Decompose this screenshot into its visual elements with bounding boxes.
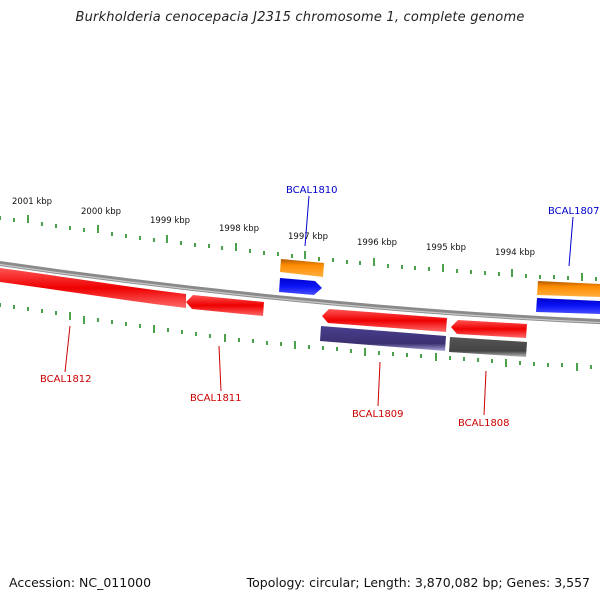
map-title: Burkholderia cenocepacia J2315 chromosom… — [75, 10, 525, 25]
red-feature-arrow — [0, 268, 186, 308]
gene-leader-lines — [64, 195, 574, 416]
kbp-label: 1996 kbp — [357, 238, 397, 248]
gene-labels: BCAL1812 BCAL1811 BCAL1810 BCAL1809 BCAL… — [40, 185, 600, 429]
gene-label-bcal1810: BCAL1810 — [286, 185, 338, 196]
inner-tick-row — [0, 303, 592, 371]
gray-feature — [449, 337, 527, 357]
genome-backbone — [0, 260, 600, 325]
kbp-label: 1997 kbp — [288, 232, 328, 242]
red-feature-arrow — [322, 309, 447, 332]
accession-label: Accession: NC_011000 — [9, 575, 152, 590]
gene-label-bcal1812: BCAL1812 — [40, 374, 92, 385]
red-feature-arrow — [186, 295, 264, 316]
gene-label-bcal1807: BCAL1807 — [548, 206, 600, 217]
gene-label-bcal1808: BCAL1808 — [458, 418, 510, 429]
outer-tick-row — [0, 215, 597, 281]
kbp-label: 1999 kbp — [150, 216, 190, 226]
genome-summary: Topology: circular; Length: 3,870,082 bp… — [246, 575, 590, 590]
kbp-label: 1995 kbp — [426, 243, 466, 253]
blue-feature-arrow — [536, 298, 600, 314]
kbp-label: 2001 kbp — [12, 197, 52, 207]
orange-feature — [280, 259, 324, 277]
red-feature-arrow — [451, 320, 527, 338]
orange-feature — [537, 281, 600, 297]
gene-label-bcal1809: BCAL1809 — [352, 409, 404, 420]
purple-feature — [320, 326, 446, 351]
kbp-label: 2000 kbp — [81, 207, 121, 217]
kbp-labels: 2001 kbp 2000 kbp 1999 kbp 1998 kbp 1997… — [12, 197, 535, 258]
gene-label-bcal1811: BCAL1811 — [190, 393, 242, 404]
blue-feature-arrow — [279, 278, 322, 295]
kbp-label: 1994 kbp — [495, 248, 535, 258]
kbp-label: 1998 kbp — [219, 224, 259, 234]
